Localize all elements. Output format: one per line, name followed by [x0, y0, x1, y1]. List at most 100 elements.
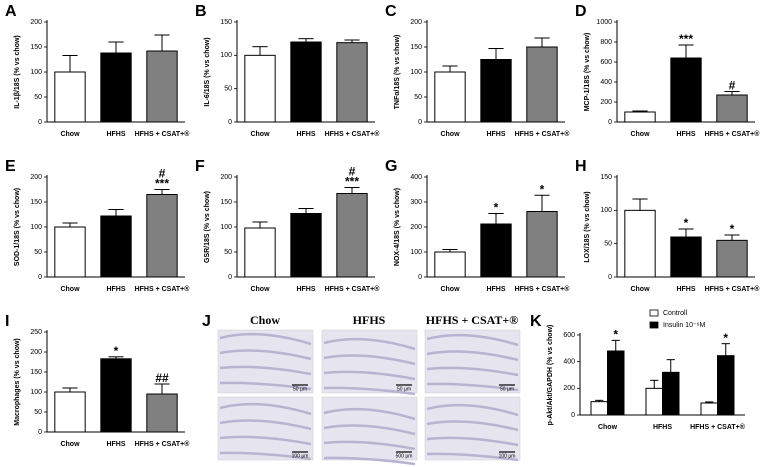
- y-tick-label: 100: [410, 249, 422, 256]
- bar: [100, 52, 132, 123]
- bar: [54, 71, 86, 123]
- bar: [526, 46, 558, 123]
- bar: [336, 42, 368, 123]
- bar: [336, 193, 368, 278]
- scale-label: 50 µm: [293, 386, 307, 392]
- tissue-fiber: [323, 440, 416, 451]
- x-tick-label: Chow: [440, 131, 460, 138]
- significance-mark: *: [114, 344, 119, 358]
- significance-mark: ***: [679, 32, 693, 46]
- y-tick-label: 50: [34, 409, 42, 416]
- y-tick-label: 200: [30, 349, 42, 356]
- y-tick-label: 1000: [596, 19, 612, 26]
- x-tick-label: Chow: [250, 131, 270, 138]
- y-tick-label: 400: [410, 174, 422, 181]
- significance-mark: *: [723, 331, 728, 345]
- tissue-fiber: [426, 403, 519, 417]
- tissue-fiber: [426, 436, 519, 447]
- tissue-fiber: [219, 419, 312, 431]
- tissue-fiber: [219, 381, 312, 391]
- x-tick-label: HFHS + CSAT+®: [135, 130, 191, 138]
- significance-mark: #: [349, 165, 356, 179]
- y-tick-label: 50: [414, 94, 422, 101]
- bar: [526, 211, 558, 278]
- significance-mark: *: [730, 222, 735, 236]
- x-tick-label: HFHS + CSAT+®: [705, 285, 761, 293]
- panel-letter: F: [195, 158, 205, 175]
- panel-letter: E: [5, 158, 16, 175]
- bar: [54, 226, 86, 278]
- x-tick-label: HFHS: [106, 441, 125, 448]
- y-tick-label: 0: [571, 412, 575, 419]
- tissue-fiber: [323, 370, 416, 381]
- y-tick-label: 400: [600, 79, 612, 86]
- x-tick-label: HFHS + CSAT+®: [515, 285, 571, 293]
- y-tick-label: 50: [224, 249, 232, 256]
- y-tick-label: 150: [30, 369, 42, 376]
- tissue-fiber: [219, 349, 312, 361]
- tissue-fiber: [219, 332, 312, 346]
- y-tick-label: 150: [600, 174, 612, 181]
- y-tick-label: 200: [410, 19, 422, 26]
- y-tick-label: 200: [30, 174, 42, 181]
- bar: [480, 59, 512, 123]
- tissue-fiber: [323, 386, 416, 396]
- significance-mark: #: [159, 167, 166, 181]
- x-tick-label: HFHS: [106, 131, 125, 138]
- x-tick-label: Chow: [60, 131, 80, 138]
- y-tick-label: 0: [38, 429, 42, 436]
- bar: [434, 71, 466, 123]
- y-tick-label: 800: [600, 39, 612, 46]
- y-tick-label: 100: [220, 224, 232, 231]
- panel-letter: K: [530, 313, 542, 330]
- y-tick-label: 250: [30, 329, 42, 336]
- panel-letter: C: [385, 3, 397, 20]
- y-axis-title: SOD-1/18S (% vs chow): [14, 188, 21, 266]
- x-tick-label: HFHS + CSAT+®: [515, 130, 571, 138]
- x-tick-label: HFHS: [653, 424, 672, 431]
- bar: [670, 236, 702, 278]
- significance-mark: *: [494, 201, 499, 215]
- y-tick-label: 200: [30, 19, 42, 26]
- x-tick-label: HFHS: [676, 286, 695, 293]
- tissue-fiber: [426, 366, 519, 377]
- column-header: HFHS + CSAT+®: [426, 313, 518, 327]
- y-tick-label: 150: [30, 199, 42, 206]
- legend-swatch: [649, 309, 659, 317]
- significance-mark: ##: [155, 371, 169, 385]
- y-tick-label: 100: [30, 224, 42, 231]
- significance-mark: *: [684, 216, 689, 230]
- bar: [624, 209, 656, 278]
- x-tick-label: HFHS: [296, 286, 315, 293]
- y-tick-label: 100: [30, 69, 42, 76]
- panel-letter: D: [575, 3, 587, 20]
- y-axis-title: p-Akt/Akt/GAPDH (% vs chow): [547, 325, 554, 426]
- bar: [434, 251, 466, 278]
- panel-letter: B: [195, 3, 207, 20]
- legend-label: Controll: [663, 310, 688, 317]
- x-tick-label: Chow: [250, 286, 270, 293]
- y-axis-title: IL-1β/18S (% vs chow): [14, 35, 21, 109]
- bar: [146, 50, 178, 123]
- y-axis-title: GSR/18S (% vs chow): [204, 191, 211, 263]
- legend-label: Insulin 10⁻⁶M: [663, 322, 706, 329]
- scale-label: 100 µm: [292, 453, 309, 459]
- tissue-fiber: [323, 407, 416, 421]
- x-tick-label: HFHS + CSAT+®: [135, 285, 191, 293]
- bar: [244, 54, 276, 123]
- scale-label: 50 µm: [397, 386, 411, 392]
- bar: [624, 111, 656, 123]
- x-tick-label: Chow: [440, 286, 460, 293]
- bar: [290, 41, 322, 123]
- y-tick-label: 300: [410, 199, 422, 206]
- y-axis-title: TNFα/18S (% vs chow): [394, 35, 401, 110]
- x-tick-label: Chow: [630, 286, 650, 293]
- x-tick-label: HFHS: [296, 131, 315, 138]
- bar: [244, 227, 276, 278]
- bar: [717, 355, 735, 416]
- y-tick-label: 100: [220, 52, 232, 59]
- tissue-fiber: [323, 456, 416, 466]
- legend-swatch: [649, 321, 659, 329]
- column-header: Chow: [250, 313, 280, 327]
- bar: [590, 401, 608, 416]
